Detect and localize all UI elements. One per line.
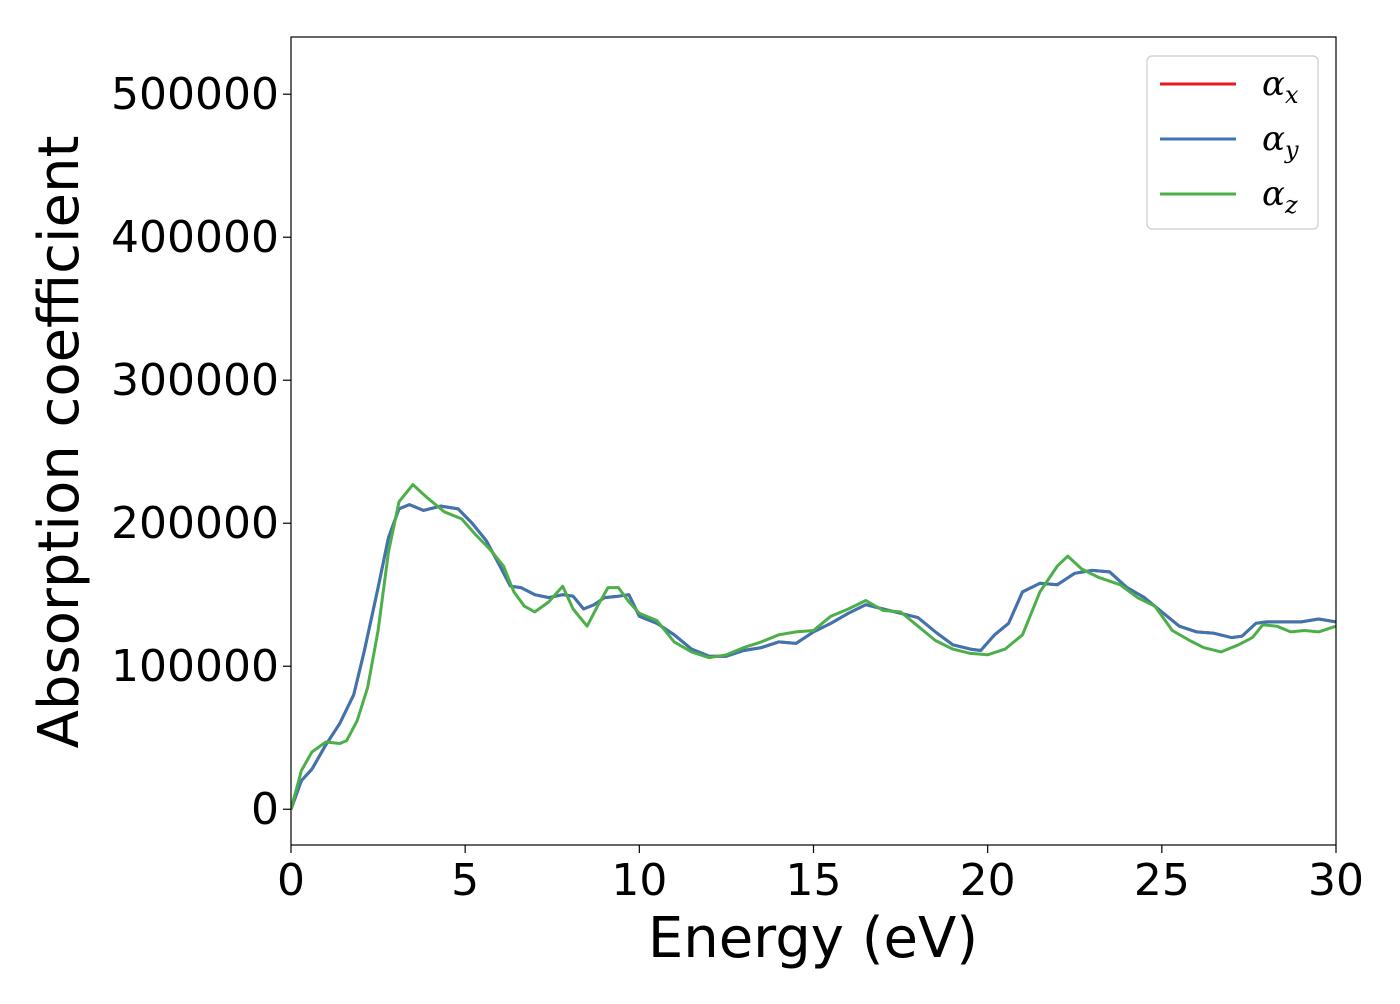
axes-layer: 0 5 10 15 20 25 30 0 100000 200000 300000 400000 500… — [111, 36, 1364, 906]
y-tick-label: 300000 — [111, 355, 279, 406]
y-tick-label: 100000 — [111, 641, 279, 692]
legend-box — [1146, 55, 1319, 230]
x-tick-label: 25 — [1134, 855, 1190, 906]
legend-label-x: αx — [1262, 64, 1299, 109]
x-tick-label: 20 — [960, 855, 1016, 906]
x-tick-label: 0 — [277, 855, 305, 906]
x-axis-title: Energy (eV) — [648, 906, 978, 971]
legend-label-subscript: y — [1284, 136, 1299, 164]
legend-label-symbol: α — [1262, 119, 1285, 159]
series-line-x — [291, 503, 1336, 810]
x-tick-label: 10 — [611, 855, 667, 906]
y-tick-label: 200000 — [111, 498, 279, 549]
legend-label-symbol: α — [1262, 64, 1285, 104]
x-tick-label: 5 — [451, 855, 479, 906]
legend-label-z: αz — [1262, 174, 1298, 219]
series-line-z — [291, 483, 1336, 810]
x-tick-label: 30 — [1308, 855, 1364, 906]
series-line-y — [291, 503, 1336, 810]
y-axis-title: Absorption coefficient — [27, 136, 92, 749]
legend-label-subscript: x — [1285, 81, 1299, 109]
legend-label-y: αy — [1262, 119, 1299, 164]
legend-label-symbol: α — [1262, 174, 1285, 214]
y-tick-label: 400000 — [111, 212, 279, 263]
y-tick-label: 0 — [251, 784, 279, 835]
y-tick-label: 500000 — [111, 69, 279, 120]
plot-layer — [291, 483, 1336, 810]
legend-label-subscript: z — [1284, 191, 1298, 219]
x-tick-label: 15 — [786, 855, 842, 906]
